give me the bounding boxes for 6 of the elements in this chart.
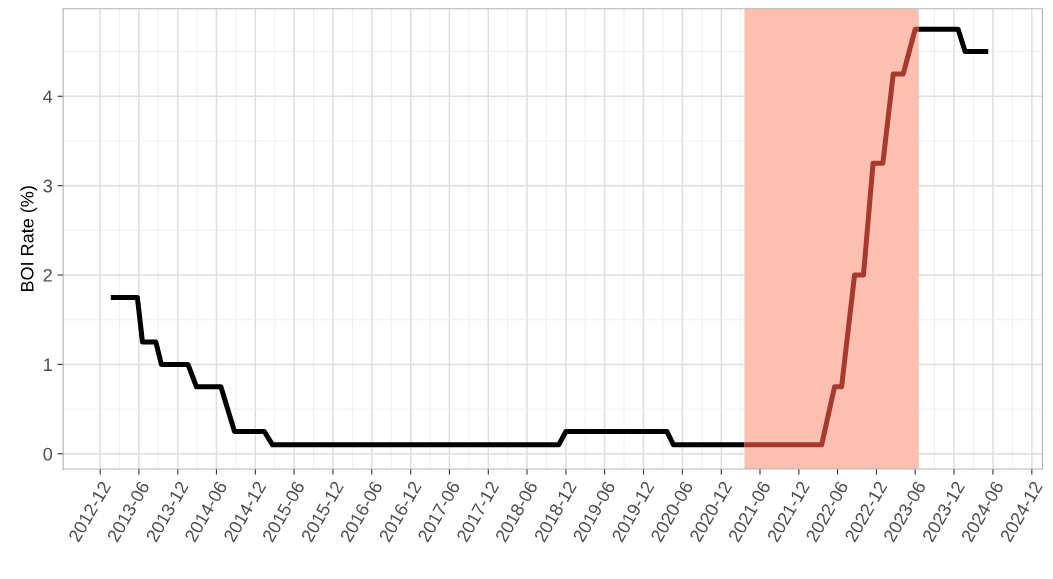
y-tick-label: 3: [43, 179, 52, 193]
y-tick-label: 1: [44, 358, 52, 371]
y-tick-label: 0: [43, 447, 53, 461]
y-tick-label: 4: [43, 90, 53, 103]
y-tick-label: 2: [43, 268, 52, 282]
y-axis-title: BOI Rate (%): [20, 186, 38, 292]
